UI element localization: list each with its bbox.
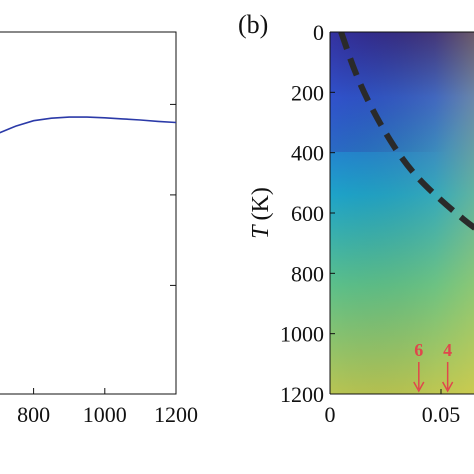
panel-b-y-tick-label: 1200 [280,382,324,407]
panel-b-y-tick-label: 400 [291,141,324,166]
panel-a-x-axis: 800 1000 1200 [17,388,198,427]
marker-label: 6 [414,340,423,360]
panel-b-x-tick-label: 0 [325,402,336,427]
marker-arrow-head [413,381,425,393]
panel-a-x-tick-label: 800 [17,402,50,427]
panel-a-right-ticks [170,103,176,286]
panel-b-y-tick-label: 0 [313,20,324,45]
panel-a-series-line [0,116,177,134]
panel-b-x-tick-label: 0.05 [422,402,461,427]
heatmap-right-warm [330,32,474,394]
marker-label: 4 [443,340,452,360]
panel-a-frame [0,31,177,395]
y-axis-unit: (K) [248,187,274,220]
panel-a: 800 1000 1200 [0,31,198,427]
marker-arrow-head [442,381,454,393]
panel-b-y-tick-label: 600 [291,201,324,226]
panel-b-y-tick-label: 200 [291,80,324,105]
panel-b-y-tick-label: 800 [291,261,324,286]
y-axis-variable: T [248,224,274,239]
panel-a-x-tick-label: 1200 [154,402,198,427]
marker-6: 6 [413,340,425,393]
panel-b-y-tick-label: 1000 [280,322,324,347]
panel-b-y-axis-label: T (K) [248,187,274,239]
panel-b-label: (b) [238,10,268,39]
panel-b-x-axis: 00.050. [325,389,461,427]
phase-boundary-dashed [338,32,474,232]
panel-a-x-tick-label: 1000 [83,402,127,427]
panel-b-y-axis: 0 200 400 600 800 1000 1200 [280,20,335,407]
marker-4: 4 [442,340,454,393]
